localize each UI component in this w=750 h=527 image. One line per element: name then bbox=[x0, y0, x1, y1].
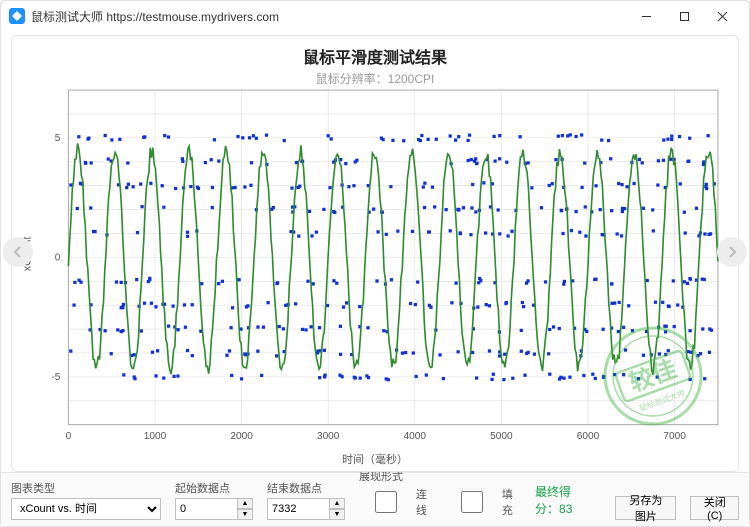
svg-text:4000: 4000 bbox=[404, 431, 427, 442]
prev-button[interactable] bbox=[3, 237, 33, 267]
checkbox-fill[interactable] bbox=[445, 491, 499, 513]
svg-text:7000: 7000 bbox=[663, 431, 686, 442]
app-icon bbox=[9, 8, 25, 24]
window-title: 鼠标测试大师 https://testmouse.mydrivers.com bbox=[31, 8, 279, 25]
end-point-label: 结束数据点 bbox=[267, 480, 345, 496]
app-window: 鼠标测试大师 https://testmouse.mydrivers.com 鼠… bbox=[0, 0, 750, 527]
start-up-button[interactable]: ▲ bbox=[237, 498, 253, 509]
svg-text:5: 5 bbox=[55, 133, 61, 144]
maximize-button[interactable] bbox=[665, 2, 703, 30]
svg-text:0: 0 bbox=[55, 252, 61, 263]
next-button[interactable] bbox=[717, 237, 747, 267]
start-point-input[interactable] bbox=[175, 498, 237, 520]
final-score: 最终得分：83 bbox=[535, 483, 587, 520]
x-axis-label: 时间（毫秒） bbox=[12, 451, 738, 467]
chart-type-label: 图表类型 bbox=[11, 480, 161, 496]
end-up-button[interactable]: ▲ bbox=[329, 498, 345, 509]
start-down-button[interactable]: ▼ bbox=[237, 509, 253, 520]
svg-text:5000: 5000 bbox=[490, 431, 513, 442]
checkbox-line[interactable] bbox=[359, 491, 413, 513]
content-area: 鼠标平滑度测试结果 鼠标分辨率：1200CPI xCount 010002000… bbox=[1, 31, 749, 472]
svg-text:-5: -5 bbox=[51, 372, 60, 383]
save-image-button[interactable]: 另存为图片 bbox=[615, 496, 676, 520]
checkbox-line-label[interactable]: 连线 bbox=[359, 486, 435, 518]
chart-title: 鼠标平滑度测试结果 bbox=[22, 44, 728, 68]
svg-text:6000: 6000 bbox=[577, 431, 600, 442]
checkbox-fill-label[interactable]: 填充 bbox=[445, 486, 521, 518]
chart-svg: 0 1000 2000 3000 4000 5000 6000 7000 -5 0 5 bbox=[22, 84, 728, 449]
svg-text:2000: 2000 bbox=[230, 431, 253, 442]
close-dialog-button[interactable]: 关闭(C) bbox=[690, 496, 739, 520]
titlebar[interactable]: 鼠标测试大师 https://testmouse.mydrivers.com bbox=[1, 1, 749, 31]
end-point-input[interactable] bbox=[267, 498, 329, 520]
close-button[interactable] bbox=[703, 2, 741, 30]
chart-type-select[interactable]: xCount vs. 时间 bbox=[11, 498, 161, 520]
display-mode-control: 展现形式 连线 填充 bbox=[359, 468, 521, 520]
chart-type-control: 图表类型 xCount vs. 时间 bbox=[11, 480, 161, 520]
svg-text:3000: 3000 bbox=[317, 431, 340, 442]
minimize-button[interactable] bbox=[627, 2, 665, 30]
chart-card: 鼠标平滑度测试结果 鼠标分辨率：1200CPI xCount 010002000… bbox=[11, 35, 739, 472]
start-point-control: 起始数据点 ▲▼ bbox=[175, 480, 253, 520]
svg-text:0: 0 bbox=[66, 431, 72, 442]
svg-text:1000: 1000 bbox=[144, 431, 167, 442]
bottom-toolbar: 图表类型 xCount vs. 时间 起始数据点 ▲▼ 结束数据点 ▲▼ 展现形… bbox=[1, 472, 749, 526]
end-point-control: 结束数据点 ▲▼ bbox=[267, 480, 345, 520]
chevron-right-icon bbox=[726, 246, 738, 258]
plot-area: 0 1000 2000 3000 4000 5000 6000 7000 -5 0 5 bbox=[22, 84, 728, 449]
start-point-label: 起始数据点 bbox=[175, 480, 253, 496]
end-down-button[interactable]: ▼ bbox=[329, 509, 345, 520]
chevron-left-icon bbox=[12, 246, 24, 258]
